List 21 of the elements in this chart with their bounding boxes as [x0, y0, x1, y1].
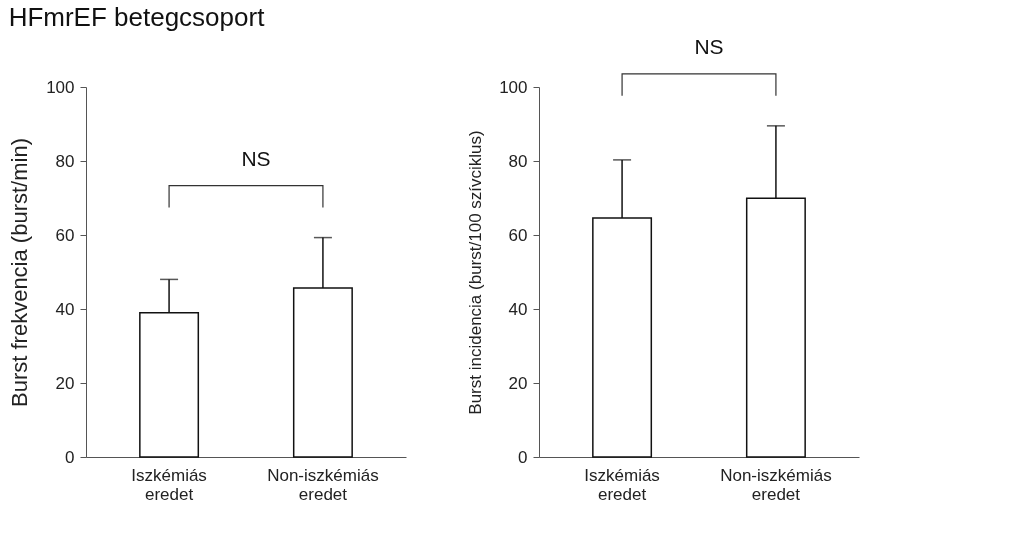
- y-tick-label: 20: [55, 373, 75, 393]
- annotation: NS: [241, 146, 271, 170]
- y-tick-label: 0: [518, 447, 528, 467]
- x-tick-label: Iszkémiás eredet: [131, 465, 207, 504]
- y-tick-label: 60: [508, 225, 528, 245]
- x-tick-label: Non-iszkémiás eredet: [267, 465, 379, 504]
- y-tick-label: 0: [65, 447, 75, 467]
- y-tick-label: 80: [55, 151, 75, 171]
- y-axis-title: Burst frekvencia (burst/min): [7, 138, 33, 407]
- y-tick-label: 100: [499, 77, 528, 97]
- x-tick-label: Iszkémiás eredet: [584, 465, 660, 504]
- y-tick-label: 20: [508, 373, 528, 393]
- y-tick-label: 80: [508, 151, 528, 171]
- chart-title: HFmrEF betegcsoport: [8, 1, 266, 32]
- text: NS: [694, 34, 724, 58]
- y-tick-label: 60: [55, 225, 75, 245]
- y-tick-label: 40: [55, 299, 75, 319]
- y-tick-label: 100: [46, 77, 75, 97]
- y-tick-label: 40: [508, 299, 528, 319]
- y-axis-title: Burst incidencia (burst/100 szívciklus): [466, 130, 486, 415]
- x-tick-label: Non-iszkémiás eredet: [720, 465, 832, 504]
